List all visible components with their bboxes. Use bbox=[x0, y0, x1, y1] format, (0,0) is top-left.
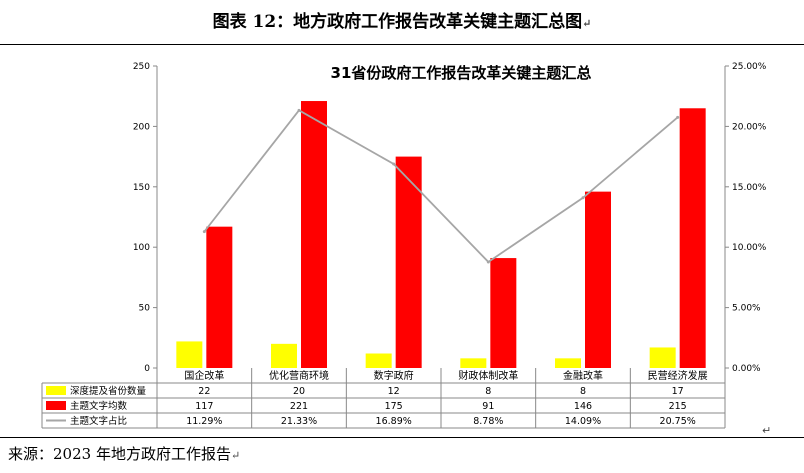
data-label: 8.78% bbox=[473, 416, 503, 427]
paragraph-mark-icon: ↵ bbox=[582, 17, 592, 30]
right-tick-label: 0.00% bbox=[732, 364, 761, 374]
line-point-5 bbox=[581, 196, 585, 200]
bar-mentions-1 bbox=[176, 341, 203, 368]
data-label: 117 bbox=[195, 401, 213, 412]
source-note: 来源：2023 年地方政府工作报告↵ bbox=[8, 441, 240, 467]
chart-title: 31省份政府工作报告改革关键主题汇总 bbox=[331, 64, 592, 82]
category-label: 国企改革 bbox=[184, 369, 224, 382]
data-label: 17 bbox=[672, 386, 684, 397]
paragraph-mark-icon: ↵ bbox=[230, 449, 241, 462]
paragraph-mark-icon: ↵ bbox=[762, 424, 772, 437]
line-point-4 bbox=[486, 260, 490, 264]
category-label: 民营经济发展 bbox=[648, 369, 708, 382]
data-label: 16.89% bbox=[376, 416, 412, 427]
bottom-rule bbox=[0, 437, 804, 438]
bar-avg-words-5 bbox=[585, 191, 611, 368]
source-text: 来源：2023 年地方政府工作报告 bbox=[8, 445, 231, 463]
category-label: 财政体制改革 bbox=[458, 369, 518, 382]
line-point-6 bbox=[676, 115, 680, 119]
right-tick-label: 25.00% bbox=[732, 62, 767, 72]
chart: 0 50 100 150 200 250 0.00% 5.00% 10.00% 15.00% 20.… bbox=[41, 62, 767, 429]
top-rule bbox=[0, 44, 804, 45]
right-tick-label: 20.00% bbox=[732, 122, 767, 132]
left-tick-label: 50 bbox=[139, 304, 151, 314]
left-tick-label: 200 bbox=[133, 122, 150, 132]
left-tick-label: 100 bbox=[133, 243, 150, 253]
legend-key-swatch bbox=[46, 401, 66, 410]
data-label: 12 bbox=[388, 386, 400, 397]
bar-avg-words-3 bbox=[395, 156, 422, 368]
data-label: 8 bbox=[580, 386, 586, 397]
data-label: 21.33% bbox=[281, 416, 317, 427]
legend-key-swatch bbox=[46, 386, 66, 395]
bar-mentions-5 bbox=[555, 358, 581, 368]
line-point-2 bbox=[297, 108, 301, 112]
data-label: 91 bbox=[482, 401, 494, 412]
bar-avg-words-1 bbox=[206, 226, 233, 368]
category-label: 金融改革 bbox=[563, 369, 603, 382]
data-label: 11.29% bbox=[186, 416, 222, 427]
series-name: 深度提及省份数量 bbox=[70, 385, 147, 397]
data-label: 221 bbox=[290, 401, 308, 412]
data-label: 14.09% bbox=[565, 416, 601, 427]
category-label: 优化营商环境 bbox=[269, 369, 329, 382]
left-tick-label: 150 bbox=[133, 183, 150, 193]
data-label: 215 bbox=[669, 401, 687, 412]
bar-avg-words-4 bbox=[490, 258, 517, 368]
data-label: 175 bbox=[385, 401, 403, 412]
bar-mentions-4 bbox=[460, 358, 487, 368]
bar-mentions-3 bbox=[365, 353, 392, 368]
data-label: 20.75% bbox=[660, 416, 696, 427]
data-label: 20 bbox=[293, 386, 305, 397]
category-label: 数字政府 bbox=[374, 369, 414, 382]
series-name: 主题文字均数 bbox=[70, 400, 128, 412]
figure-caption: 图表 12：地方政府工作报告改革关键主题汇总图↵ bbox=[0, 0, 804, 44]
line-point-3 bbox=[392, 162, 396, 166]
series-name: 主题文字占比 bbox=[70, 415, 127, 427]
bar-avg-words-2 bbox=[301, 101, 327, 369]
right-tick-label: 10.00% bbox=[732, 243, 767, 253]
bar-mentions-2 bbox=[271, 343, 297, 368]
data-label: 146 bbox=[574, 401, 592, 412]
right-tick-label: 5.00% bbox=[732, 304, 761, 314]
left-tick-label: 0 bbox=[144, 364, 150, 374]
line-share bbox=[203, 109, 679, 264]
bar-avg-words-6 bbox=[679, 108, 706, 368]
line-point-1 bbox=[202, 230, 206, 234]
figure-caption-text: 图表 12：地方政府工作报告改革关键主题汇总图 bbox=[212, 12, 583, 32]
data-label: 22 bbox=[198, 386, 210, 397]
right-tick-label: 15.00% bbox=[732, 183, 767, 193]
left-tick-label: 250 bbox=[133, 62, 150, 72]
bar-mentions-6 bbox=[649, 347, 676, 368]
data-label: 8 bbox=[485, 386, 491, 397]
